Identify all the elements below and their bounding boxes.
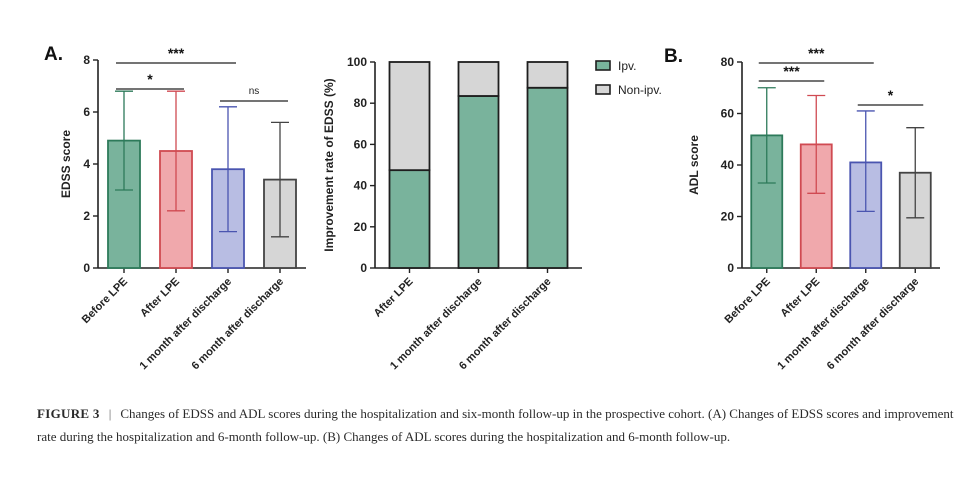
x-tick-label: After LPE (138, 276, 182, 320)
significance-label: *** (168, 45, 185, 61)
bar-non-ipv (457, 61, 500, 97)
chart-2: 0 20 40 60 80 100 Improvement rate of EDSS (%)… (322, 55, 662, 372)
bar-non-ipv (526, 61, 569, 89)
significance-label: * (888, 87, 894, 103)
legend-swatch (595, 60, 611, 71)
x-tick-label: Before LPE (80, 276, 130, 326)
bar-non-ipv (388, 61, 431, 172)
legend-label: Ipv. (618, 59, 636, 73)
y-tick-label: 2 (83, 209, 90, 223)
y-tick-label: 4 (83, 157, 90, 171)
legend-label: Non-ipv. (618, 83, 662, 97)
significance-label: *** (783, 63, 800, 79)
panel-label: A. (44, 44, 63, 65)
y-tick-label: 60 (721, 107, 735, 121)
y-tick-label: 60 (354, 137, 368, 151)
significance-label: *** (808, 45, 825, 61)
y-tick-label: 100 (347, 55, 367, 69)
chart-3: B. 0 20 40 60 80 ADL score Before LPE After LPE1… (664, 45, 940, 372)
caption-text: Changes of EDSS and ADL scores during th… (37, 406, 954, 444)
y-tick-label: 0 (360, 261, 367, 275)
y-axis-title: Improvement rate of EDSS (%) (322, 78, 336, 251)
x-tick-label: 6 month after discharge (825, 276, 922, 373)
y-axis-title: EDSS score (59, 130, 73, 198)
x-tick-label: 1 month after discharge (775, 276, 872, 373)
y-axis-title: ADL score (687, 135, 701, 195)
y-tick-label: 0 (727, 261, 734, 275)
x-tick-label: After LPE (778, 276, 822, 320)
y-tick-label: 0 (83, 261, 90, 275)
y-tick-label: 80 (721, 55, 735, 69)
bar-ipv (457, 95, 500, 269)
legend-swatch (595, 84, 611, 95)
significance-label: ns (249, 86, 260, 97)
x-tick-label: 6 month after discharge (189, 276, 286, 373)
x-tick-label: After LPE (372, 276, 416, 320)
figure-caption: FIGURE 3 | Changes of EDSS and ADL scores … (37, 402, 957, 448)
y-tick-label: 20 (721, 210, 735, 224)
x-tick-label: Before LPE (722, 276, 772, 326)
y-tick-label: 80 (354, 96, 368, 110)
significance-label: * (147, 71, 153, 87)
x-tick-label: 1 month after discharge (137, 276, 234, 373)
bar-ipv (388, 169, 431, 269)
caption-separator: | (108, 406, 112, 421)
caption-label: FIGURE 3 (37, 406, 100, 421)
y-tick-label: 8 (83, 53, 90, 67)
y-tick-label: 6 (83, 105, 90, 119)
y-tick-label: 40 (721, 158, 735, 172)
y-tick-label: 40 (354, 179, 368, 193)
bar-ipv (526, 86, 569, 269)
y-tick-label: 20 (354, 220, 368, 234)
panel-label: B. (664, 46, 683, 67)
